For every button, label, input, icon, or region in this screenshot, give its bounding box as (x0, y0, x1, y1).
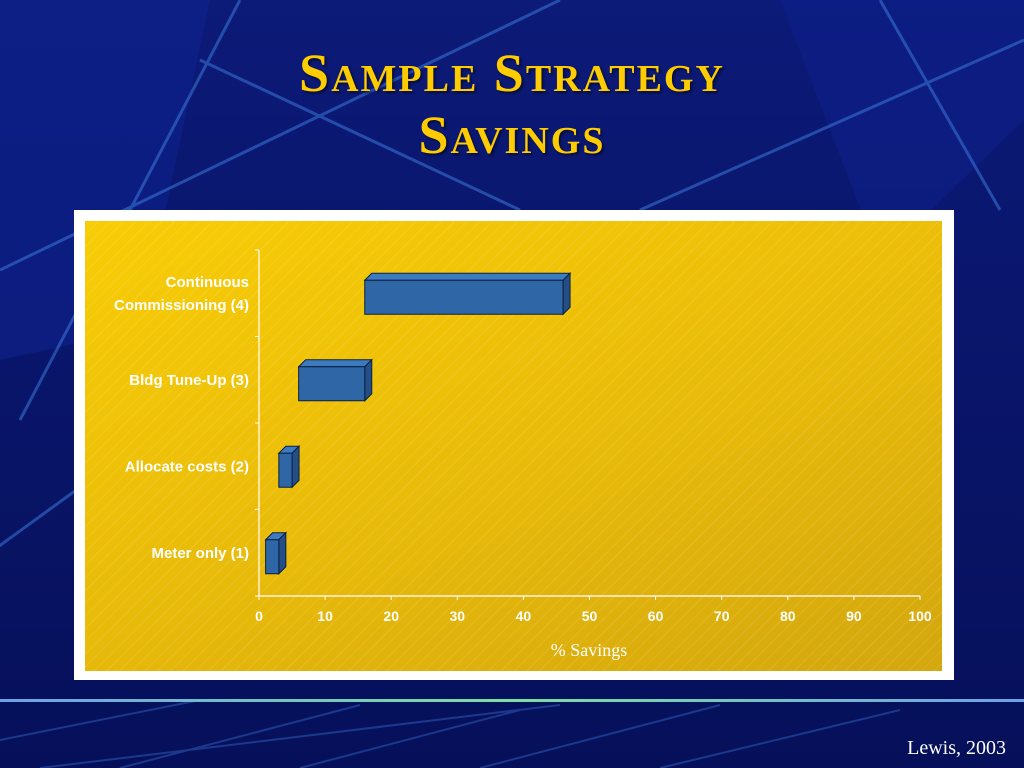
bar-side-face (291, 445, 300, 489)
source-credit: Lewis, 2003 (907, 737, 1006, 759)
y-category-label: Continuous (166, 274, 249, 291)
bar (278, 452, 293, 488)
x-tick-label: 90 (846, 608, 862, 624)
x-tick-label: 80 (780, 608, 796, 624)
bar-side-face (278, 531, 287, 575)
bar-top-face (363, 272, 572, 281)
y-category-label: Meter only (1) (151, 545, 249, 562)
bar (265, 539, 280, 575)
title-line-1: Sample Strategy (299, 43, 725, 103)
title-line-2: Savings (418, 105, 606, 165)
x-tick-label: 10 (317, 608, 333, 624)
x-tick-label: 60 (648, 608, 664, 624)
x-tick-label: 70 (714, 608, 730, 624)
footer-divider (0, 699, 1024, 702)
x-tick-label: 0 (255, 608, 263, 624)
bar-side-face (364, 358, 373, 402)
bar (298, 366, 366, 402)
bar-top-face (297, 359, 373, 368)
x-axis-label: % Savings (550, 640, 628, 660)
y-category-label: Bldg Tune-Up (3) (129, 372, 249, 389)
x-tick-label: 40 (516, 608, 532, 624)
x-tick-label: 30 (450, 608, 466, 624)
x-tick-label: 50 (582, 608, 598, 624)
slide-title: Sample Strategy Savings (0, 42, 1024, 166)
x-tick-label: 100 (908, 608, 932, 624)
bar (364, 279, 564, 315)
x-tick-label: 20 (383, 608, 399, 624)
y-category-label: Commissioning (4) (114, 297, 249, 314)
bar-side-face (562, 272, 571, 316)
y-category-label: Allocate costs (2) (125, 458, 249, 475)
